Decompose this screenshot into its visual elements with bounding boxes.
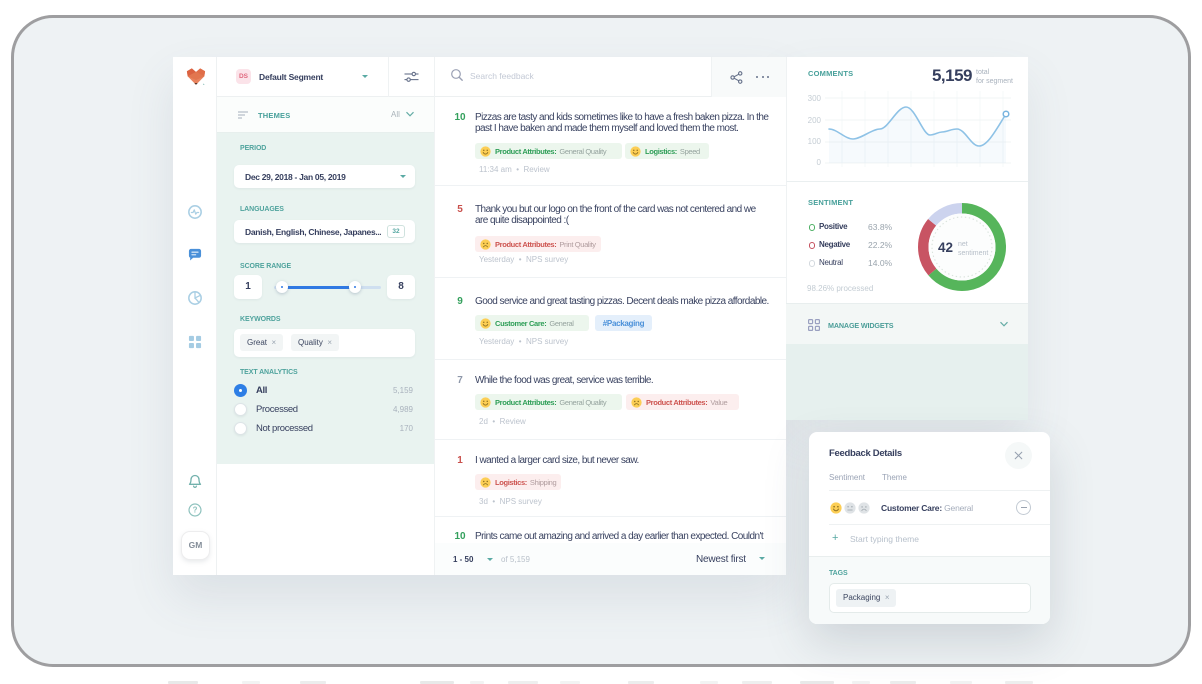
svg-text:?: ? <box>193 506 198 515</box>
